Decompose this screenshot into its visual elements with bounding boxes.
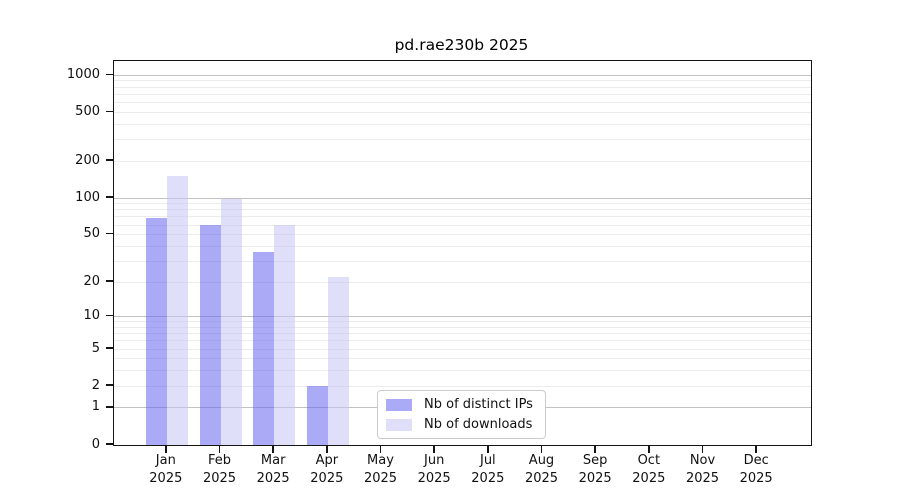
- y-tick-mark: [106, 73, 113, 76]
- minor-gridline: [114, 281, 811, 283]
- x-tick-label-sep: Sep 2025: [578, 453, 612, 486]
- y-tick-label: 1000: [66, 66, 100, 82]
- legend-label: Nb of downloads: [424, 417, 533, 432]
- y-tick-label: 20: [83, 273, 100, 289]
- minor-gridline: [114, 139, 811, 141]
- minor-gridline: [114, 385, 811, 387]
- minor-gridline: [114, 260, 811, 262]
- bar-distinct-ips-feb: [199, 225, 221, 445]
- bar-downloads-jan: [166, 175, 188, 445]
- y-tick-mark: [106, 159, 113, 162]
- minor-gridline: [114, 93, 811, 95]
- legend-item: Nb of downloads: [386, 417, 533, 432]
- minor-gridline: [114, 80, 811, 82]
- x-tick-label-apr: Apr 2025: [310, 453, 344, 486]
- major-gridline: [114, 316, 811, 318]
- x-tick-label-jun: Jun 2025: [417, 453, 451, 486]
- minor-gridline: [114, 358, 811, 360]
- x-tick-mark: [540, 445, 543, 453]
- x-tick-mark: [701, 445, 704, 453]
- x-tick-mark: [218, 445, 221, 453]
- x-tick-label-jul: Jul 2025: [471, 453, 505, 486]
- bar-downloads-mar: [274, 225, 296, 445]
- y-tick-mark: [106, 110, 113, 113]
- y-tick-mark: [106, 280, 113, 282]
- minor-gridline: [114, 209, 811, 211]
- minor-gridline: [114, 348, 811, 350]
- bar-downloads-feb: [220, 199, 242, 445]
- x-tick-label-jan: Jan 2025: [149, 453, 183, 486]
- legend-label: Nb of distinct IPs: [424, 397, 533, 412]
- bar-distinct-ips-apr: [306, 386, 328, 445]
- plot-area: [113, 60, 812, 446]
- minor-gridline: [114, 333, 811, 335]
- minor-gridline: [114, 216, 811, 218]
- minor-gridline: [114, 326, 811, 328]
- minor-gridline: [114, 86, 811, 88]
- minor-gridline: [114, 203, 811, 205]
- x-tick-mark: [272, 445, 274, 453]
- x-tick-mark: [326, 445, 328, 453]
- legend-swatch-icon: [386, 398, 412, 411]
- x-tick-label-oct: Oct 2025: [632, 453, 666, 486]
- legend-swatch-icon: [386, 418, 412, 431]
- x-tick-label-mar: Mar 2025: [256, 453, 290, 486]
- x-tick-label-may: May 2025: [363, 453, 398, 486]
- minor-gridline: [114, 111, 811, 113]
- chart-legend: Nb of distinct IPs Nb of downloads: [377, 390, 546, 439]
- y-tick-label: 2: [91, 377, 100, 393]
- y-tick-label: 50: [83, 226, 100, 242]
- x-tick-label-aug: Aug 2025: [524, 453, 559, 486]
- minor-gridline: [114, 234, 811, 236]
- minor-gridline: [114, 123, 811, 125]
- x-tick-mark: [487, 445, 489, 453]
- minor-gridline: [114, 321, 811, 323]
- y-tick-mark: [106, 384, 113, 386]
- minor-gridline: [114, 102, 811, 104]
- y-tick-label: 10: [83, 308, 100, 324]
- bar-distinct-ips-jan: [145, 218, 167, 445]
- y-tick-label: 200: [75, 152, 100, 168]
- x-tick-label-feb: Feb 2025: [202, 453, 237, 486]
- y-tick-label: 500: [75, 103, 100, 119]
- legend-item: Nb of distinct IPs: [386, 397, 533, 412]
- y-tick-label: 0: [91, 436, 100, 452]
- chart-title: pd.rae230b 2025: [394, 36, 529, 54]
- y-tick-label: 5: [91, 340, 100, 356]
- y-tick-mark: [106, 314, 113, 317]
- minor-gridline: [114, 160, 811, 162]
- x-tick-mark: [433, 445, 435, 453]
- major-gridline: [114, 74, 811, 76]
- major-gridline: [114, 197, 811, 199]
- minor-gridline: [114, 340, 811, 342]
- y-tick-label: 1: [91, 399, 100, 415]
- x-tick-label-dec: Dec 2025: [739, 453, 773, 486]
- y-tick-mark: [106, 232, 113, 235]
- y-tick-label: 100: [75, 189, 100, 205]
- x-tick-mark: [379, 445, 382, 453]
- bar-downloads-apr: [327, 277, 349, 445]
- y-tick-mark: [106, 347, 113, 349]
- x-tick-mark: [755, 445, 757, 453]
- x-tick-mark: [594, 445, 596, 453]
- x-tick-mark: [165, 445, 167, 453]
- y-tick-mark: [106, 443, 113, 445]
- bar-distinct-ips-mar: [253, 251, 275, 445]
- minor-gridline: [114, 224, 811, 226]
- minor-gridline: [114, 370, 811, 372]
- x-tick-label-nov: Nov 2025: [685, 453, 720, 486]
- y-tick-mark: [106, 196, 113, 198]
- minor-gridline: [114, 245, 811, 247]
- y-tick-mark: [106, 406, 113, 408]
- x-tick-mark: [648, 445, 650, 453]
